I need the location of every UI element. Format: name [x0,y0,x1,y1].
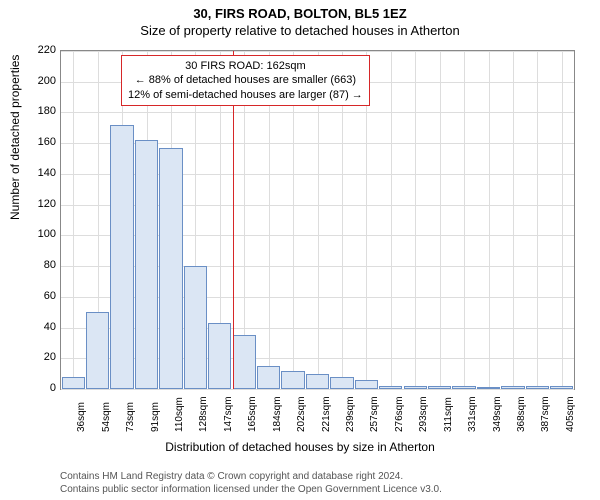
x-tick-label: 202sqm [296,396,307,432]
y-tick-label: 0 [16,382,56,394]
annotation-line2: ← 88% of detached houses are smaller (66… [128,73,363,87]
x-tick-label: 165sqm [247,396,258,432]
x-tick-label: 331sqm [467,396,478,432]
y-tick-label: 140 [16,167,56,179]
title-line1: 30, FIRS ROAD, BOLTON, BL5 1EZ [0,0,600,21]
histogram-bar [159,148,182,389]
histogram-bar [135,140,158,389]
x-tick-label: 239sqm [345,396,356,432]
histogram-bar [257,366,280,389]
histogram-bar [233,335,256,389]
histogram-bar [526,386,549,389]
x-tick-label: 147sqm [223,396,234,432]
y-tick-label: 120 [16,198,56,210]
histogram-bar [330,377,353,389]
histogram-bar [208,323,231,389]
x-tick-label: 54sqm [101,402,112,432]
grid-line-v [440,51,441,389]
y-tick-label: 180 [16,105,56,117]
grid-line-v [537,51,538,389]
x-tick-label: 293sqm [418,396,429,432]
grid-line-v [489,51,490,389]
y-tick-label: 100 [16,228,56,240]
x-tick-label: 184sqm [272,396,283,432]
histogram-bar [281,371,304,389]
title-line2: Size of property relative to detached ho… [0,21,600,38]
histogram-bar [110,125,133,389]
x-tick-label: 276sqm [394,396,405,432]
grid-line-v [513,51,514,389]
x-tick-label: 368sqm [516,396,527,432]
histogram-bar [550,386,573,389]
x-tick-label: 36sqm [76,402,87,432]
histogram-bar [306,374,329,389]
y-tick-label: 160 [16,136,56,148]
footer-line1: Contains HM Land Registry data © Crown c… [60,470,442,483]
histogram-bar [379,386,402,389]
x-axis-label: Distribution of detached houses by size … [0,440,600,454]
x-tick-label: 349sqm [492,396,503,432]
histogram-bar [355,380,378,389]
x-tick-label: 221sqm [321,396,332,432]
grid-line-v [464,51,465,389]
histogram-bar [477,387,500,389]
footer-line2: Contains public sector information licen… [60,483,442,496]
grid-line-v [562,51,563,389]
histogram-bar [86,312,109,389]
y-tick-label: 220 [16,44,56,56]
annotation-line3: 12% of semi-detached houses are larger (… [128,88,363,102]
annotation-line1: 30 FIRS ROAD: 162sqm [128,59,363,73]
histogram-bar [428,386,451,389]
x-tick-label: 311sqm [443,397,454,432]
plot-area: 30 FIRS ROAD: 162sqm← 88% of detached ho… [60,50,575,390]
x-tick-label: 110sqm [174,397,185,432]
x-tick-label: 128sqm [198,396,209,432]
histogram-bar [62,377,85,389]
histogram-bar [501,386,524,389]
y-tick-label: 40 [16,321,56,333]
y-tick-label: 80 [16,259,56,271]
x-tick-label: 405sqm [565,396,576,432]
grid-line-v [391,51,392,389]
x-tick-label: 257sqm [369,396,380,432]
annotation-box: 30 FIRS ROAD: 162sqm← 88% of detached ho… [121,55,370,106]
x-tick-label: 73sqm [125,402,136,432]
grid-line-h [61,389,574,390]
grid-line-v [415,51,416,389]
grid-line-v [73,51,74,389]
x-tick-label: 91sqm [150,402,161,432]
footer: Contains HM Land Registry data © Crown c… [60,470,442,496]
y-tick-label: 60 [16,290,56,302]
histogram-bar [184,266,207,389]
histogram-bar [452,386,475,389]
histogram-bar [404,386,427,389]
y-tick-label: 200 [16,75,56,87]
x-tick-label: 387sqm [540,396,551,432]
y-tick-label: 20 [16,351,56,363]
